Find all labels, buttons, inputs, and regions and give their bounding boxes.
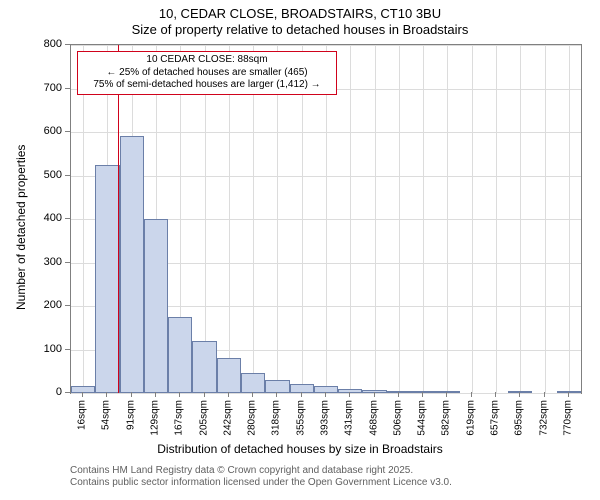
x-tick-label: 770sqm (562, 400, 573, 436)
gridline-v (520, 45, 521, 393)
gridline-v (302, 45, 303, 393)
x-tick-label: 280sqm (247, 400, 258, 436)
y-tick-label: 800 (22, 38, 62, 50)
x-tick-mark (155, 392, 156, 397)
footer-line2: Contains public sector information licen… (70, 477, 452, 488)
gridline-v (569, 45, 570, 393)
y-tick-label: 700 (22, 82, 62, 94)
histogram-bar (435, 391, 459, 393)
x-tick-mark (276, 392, 277, 397)
histogram-bar (95, 165, 119, 393)
histogram-bar (144, 219, 168, 393)
x-tick-mark (495, 392, 496, 397)
histogram-bar (217, 358, 241, 393)
histogram-bar (71, 386, 95, 393)
x-tick-mark (325, 392, 326, 397)
x-tick-label: 544sqm (417, 400, 428, 436)
x-tick-mark (568, 392, 569, 397)
chart-title: 10, CEDAR CLOSE, BROADSTAIRS, CT10 3BU (0, 0, 600, 21)
x-tick-mark (106, 392, 107, 397)
x-tick-label: 242sqm (222, 400, 233, 436)
x-tick-mark (204, 392, 205, 397)
x-tick-mark (398, 392, 399, 397)
x-tick-label: 54sqm (101, 400, 112, 430)
x-tick-label: 318sqm (271, 400, 282, 436)
annotation-line1: 10 CEDAR CLOSE: 88sqm (146, 54, 267, 65)
histogram-bar (265, 380, 289, 393)
histogram-bar (241, 373, 265, 393)
x-tick-mark (374, 392, 375, 397)
x-tick-mark (471, 392, 472, 397)
x-tick-mark (179, 392, 180, 397)
gridline-v (253, 45, 254, 393)
gridline-v (277, 45, 278, 393)
x-tick-label: 167sqm (174, 400, 185, 436)
gridline-v (447, 45, 448, 393)
x-tick-label: 393sqm (320, 400, 331, 436)
gridline-h (71, 393, 581, 394)
gridline-v (423, 45, 424, 393)
x-tick-mark (519, 392, 520, 397)
x-tick-label: 695sqm (514, 400, 525, 436)
y-tick-label: 600 (22, 125, 62, 137)
y-tick-label: 400 (22, 212, 62, 224)
x-tick-mark (446, 392, 447, 397)
chart-container: 10, CEDAR CLOSE, BROADSTAIRS, CT10 3BU S… (0, 0, 600, 500)
x-tick-mark (544, 392, 545, 397)
x-tick-mark (82, 392, 83, 397)
y-tick-label: 0 (22, 386, 62, 398)
x-tick-mark (252, 392, 253, 397)
x-tick-mark (228, 392, 229, 397)
gridline-v (350, 45, 351, 393)
y-tick-label: 100 (22, 343, 62, 355)
histogram-bar (557, 391, 581, 393)
gridline-v (326, 45, 327, 393)
x-tick-label: 431sqm (344, 400, 355, 436)
x-tick-label: 16sqm (77, 400, 88, 430)
gridline-v (83, 45, 84, 393)
histogram-bar (387, 391, 411, 393)
gridline-v (472, 45, 473, 393)
footer-line1: Contains HM Land Registry data © Crown c… (70, 465, 413, 476)
histogram-bar (508, 391, 532, 393)
y-tick-label: 200 (22, 299, 62, 311)
x-tick-mark (301, 392, 302, 397)
x-tick-label: 506sqm (392, 400, 403, 436)
marker-line (118, 45, 119, 393)
histogram-bar (192, 341, 216, 393)
histogram-bar (338, 389, 362, 393)
x-tick-label: 129sqm (150, 400, 161, 436)
gridline-v (375, 45, 376, 393)
histogram-bar (290, 384, 314, 393)
x-tick-label: 657sqm (490, 400, 501, 436)
x-tick-label: 732sqm (538, 400, 549, 436)
gridline-v (229, 45, 230, 393)
x-tick-label: 205sqm (198, 400, 209, 436)
annotation-line2: ← 25% of detached houses are smaller (46… (106, 67, 307, 78)
histogram-bar (362, 390, 386, 393)
histogram-bar (411, 391, 435, 393)
x-tick-mark (422, 392, 423, 397)
footer-text: Contains HM Land Registry data © Crown c… (70, 465, 452, 489)
gridline-v (545, 45, 546, 393)
histogram-bar (120, 136, 144, 393)
y-tick-label: 300 (22, 256, 62, 268)
histogram-bar (168, 317, 192, 393)
x-tick-label: 91sqm (125, 400, 136, 430)
x-tick-mark (349, 392, 350, 397)
gridline-v (399, 45, 400, 393)
x-axis-label: Distribution of detached houses by size … (0, 442, 600, 456)
x-tick-label: 355sqm (295, 400, 306, 436)
gridline-v (496, 45, 497, 393)
chart-subtitle: Size of property relative to detached ho… (0, 22, 600, 37)
x-tick-label: 468sqm (368, 400, 379, 436)
x-tick-mark (131, 392, 132, 397)
annotation-box: 10 CEDAR CLOSE: 88sqm ← 25% of detached … (77, 51, 337, 95)
plot-area: 10 CEDAR CLOSE: 88sqm ← 25% of detached … (70, 44, 582, 394)
annotation-line3: 75% of semi-detached houses are larger (… (93, 79, 320, 90)
x-tick-label: 619sqm (465, 400, 476, 436)
y-tick-label: 500 (22, 169, 62, 181)
x-tick-label: 582sqm (441, 400, 452, 436)
